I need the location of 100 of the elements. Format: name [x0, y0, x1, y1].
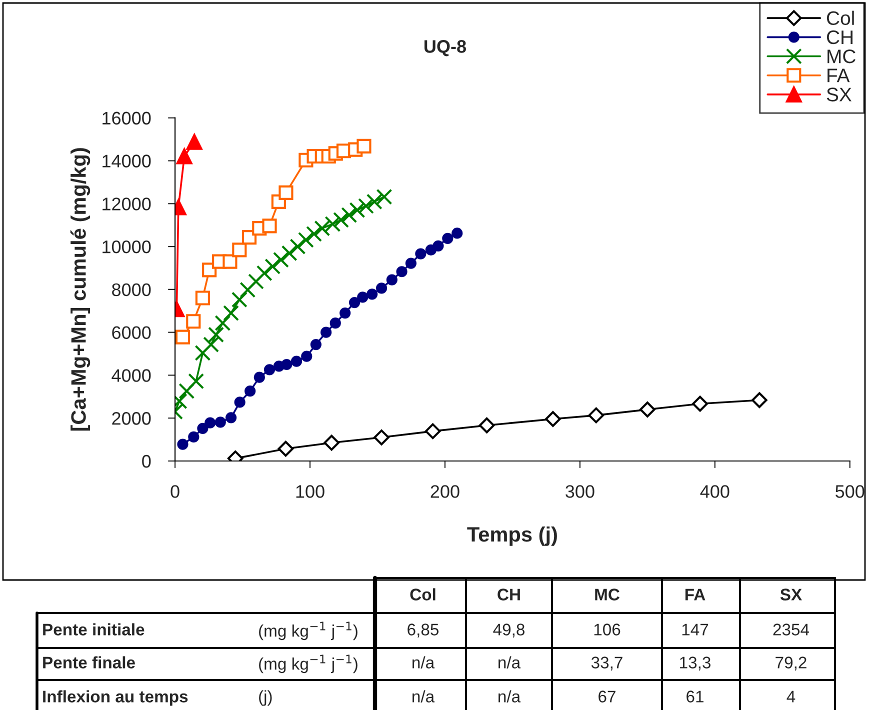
- point: [752, 392, 768, 408]
- text: SX: [780, 588, 802, 600]
- point: [272, 252, 289, 268]
- point: [231, 292, 248, 308]
- text: n/a: [412, 690, 435, 702]
- text: 79,2: [776, 656, 806, 670]
- text: (mg kg$^{−1}$ j$^{−1}$): [259, 654, 358, 674]
- point: [195, 290, 210, 306]
- point: [306, 226, 322, 242]
- text: MC: [595, 588, 620, 600]
- legend-label: Col: [826, 10, 854, 26]
- point: [290, 356, 302, 367]
- point: [324, 216, 341, 232]
- point: [396, 266, 408, 278]
- point: [415, 248, 426, 260]
- point: [232, 242, 247, 258]
- point: [240, 282, 256, 298]
- text: Pente initiale: [43, 623, 144, 636]
- point: [452, 228, 463, 239]
- point: [405, 258, 417, 269]
- point: [692, 396, 708, 412]
- point: [340, 307, 351, 319]
- point: [225, 412, 237, 424]
- point: [349, 202, 366, 218]
- point: [175, 330, 190, 344]
- point: [320, 326, 332, 338]
- point: [478, 417, 495, 434]
- text: 13,3: [680, 656, 710, 670]
- point: [356, 138, 372, 154]
- point: [281, 245, 298, 262]
- point: [177, 438, 188, 450]
- point: [264, 258, 281, 274]
- point: [341, 207, 358, 223]
- point: [639, 402, 656, 418]
- point: [374, 429, 390, 446]
- text: 6,85: [408, 624, 439, 638]
- point: [234, 396, 246, 408]
- text: FA: [685, 588, 706, 600]
- point: [194, 344, 211, 361]
- text: Col: [410, 588, 436, 600]
- y-tick-label: 4000: [112, 369, 151, 382]
- point: [281, 358, 292, 370]
- text: Inflexion au temps: [43, 690, 188, 706]
- text: Pente finale: [43, 656, 135, 668]
- point: [278, 185, 294, 200]
- point: [254, 372, 265, 383]
- y-tick-label: 10000: [102, 240, 151, 254]
- legend-label: CH: [826, 30, 852, 44]
- point: [545, 411, 561, 427]
- point: [188, 431, 200, 443]
- y-tick-label: 14000: [102, 154, 151, 168]
- point: [298, 232, 314, 248]
- point: [348, 296, 360, 308]
- point: [366, 288, 378, 300]
- x-axis-title: Temps (j): [467, 526, 557, 546]
- point: [357, 292, 368, 303]
- point: [290, 238, 306, 255]
- text: n/a: [412, 656, 435, 668]
- text: (mg kg$^{−1}$ j$^{−1}$): [259, 622, 358, 640]
- y-tick-label: 2000: [112, 412, 151, 425]
- point: [186, 314, 201, 329]
- point: [262, 218, 277, 234]
- point: [376, 282, 388, 294]
- text: 4: [786, 690, 796, 702]
- chart-title: UQ-8: [424, 40, 466, 56]
- legend-label: MC: [828, 49, 856, 64]
- point: [310, 338, 322, 350]
- point: [330, 318, 341, 329]
- legend-label: FA: [828, 68, 850, 82]
- x-tick-label: 0: [170, 485, 180, 498]
- point: [424, 423, 441, 440]
- text: 2354: [773, 624, 810, 636]
- x-tick-label: 300: [566, 485, 594, 498]
- y-tick-label: 8000: [112, 283, 151, 296]
- text: 61: [686, 690, 704, 702]
- point: [264, 364, 276, 376]
- text: 67: [598, 690, 616, 702]
- point: [204, 417, 216, 428]
- point: [324, 434, 340, 451]
- x-tick-label: 400: [700, 485, 730, 498]
- point: [301, 350, 312, 362]
- text: n/a: [498, 690, 521, 702]
- point: [188, 373, 204, 390]
- x-tick-label: 500: [836, 485, 864, 498]
- point: [432, 240, 444, 252]
- point: [197, 422, 208, 434]
- point: [386, 274, 398, 286]
- point: [314, 220, 330, 236]
- text: 106: [594, 624, 620, 636]
- point: [208, 326, 224, 343]
- text: CH: [498, 588, 520, 600]
- y-tick-label: 0: [142, 454, 151, 468]
- x-tick-label: 200: [430, 485, 460, 498]
- point: [442, 232, 454, 244]
- text: n/a: [498, 656, 521, 668]
- y-tick-label: 16000: [102, 112, 151, 125]
- point: [333, 212, 350, 228]
- point: [256, 265, 272, 282]
- point: [214, 416, 226, 428]
- point: [366, 194, 382, 210]
